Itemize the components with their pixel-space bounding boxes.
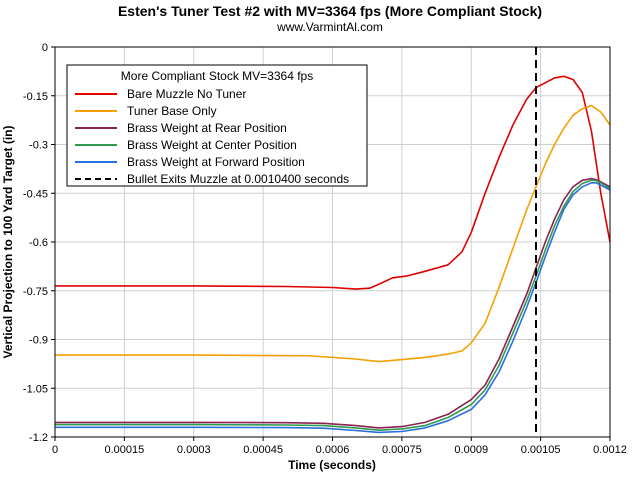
y-tick-label: -1.2 <box>29 432 48 444</box>
legend-label-2: Tuner Base Only <box>127 104 217 118</box>
y-ticks: 0 -0.15 -0.3 -0.45 -0.6 -0.75 -0.9 -1.05 -1.2 <box>23 42 55 444</box>
chart-title: Esten's Tuner Test #2 with MV=3364 fps (… <box>118 3 542 19</box>
y-tick-label: -0.3 <box>29 140 48 152</box>
x-tick-label: 0.0003 <box>177 444 211 456</box>
x-tick-label: 0.00105 <box>521 444 561 456</box>
x-tick-label: 0.0012 <box>593 444 627 456</box>
x-ticks: 0 0.00015 0.0003 0.00045 0.0006 0.00075 0.0009… <box>52 437 627 456</box>
x-tick-label: 0.0009 <box>454 444 488 456</box>
x-axis-label: Time (seconds) <box>288 458 376 472</box>
legend-box <box>66 64 368 187</box>
legend-label-6: Bullet Exits Muzzle at 0.0010400 seconds <box>127 172 349 186</box>
legend-label-3: Brass Weight at Rear Position <box>127 121 287 135</box>
y-tick-label: -1.05 <box>23 383 48 395</box>
series-group <box>55 47 611 437</box>
x-tick-label: 0.00045 <box>243 444 283 456</box>
y-tick-label: -0.45 <box>23 188 48 200</box>
x-tick-label: 0 <box>52 444 58 456</box>
legend-label-1: Bare Muzzle No Tuner <box>127 87 246 101</box>
grid <box>55 47 610 437</box>
legend-label-4: Brass Weight at Center Position <box>127 138 297 152</box>
x-tick-label: 0.0006 <box>316 444 350 456</box>
series-line-5 <box>55 182 611 434</box>
x-tick-label: 0.00075 <box>382 444 422 456</box>
legend-label-5: Brass Weight at Forward Position <box>127 155 305 169</box>
chart-subtitle: www.VarmintAl.com <box>276 20 383 34</box>
y-tick-label: -0.6 <box>29 237 48 249</box>
series-line-2 <box>55 104 611 363</box>
y-tick-label: -0.15 <box>23 91 48 103</box>
series-line-4 <box>55 179 611 432</box>
y-axis-label: Vertical Projection to 100 Yard Target (… <box>1 126 15 359</box>
x-tick-label: 0.00015 <box>104 444 144 456</box>
legend-title: More Compliant Stock MV=3364 fps <box>121 69 313 83</box>
legend: More Compliant Stock MV=3364 fps Bare Mu… <box>66 64 368 187</box>
series-line-1 <box>55 75 611 290</box>
legend-items: Bare Muzzle No Tuner Tuner Base Only Brass… <box>75 87 349 186</box>
series-line-3 <box>55 177 611 429</box>
y-tick-label: 0 <box>42 42 48 54</box>
y-tick-label: -0.75 <box>23 286 48 298</box>
y-tick-label: -0.9 <box>29 335 48 347</box>
